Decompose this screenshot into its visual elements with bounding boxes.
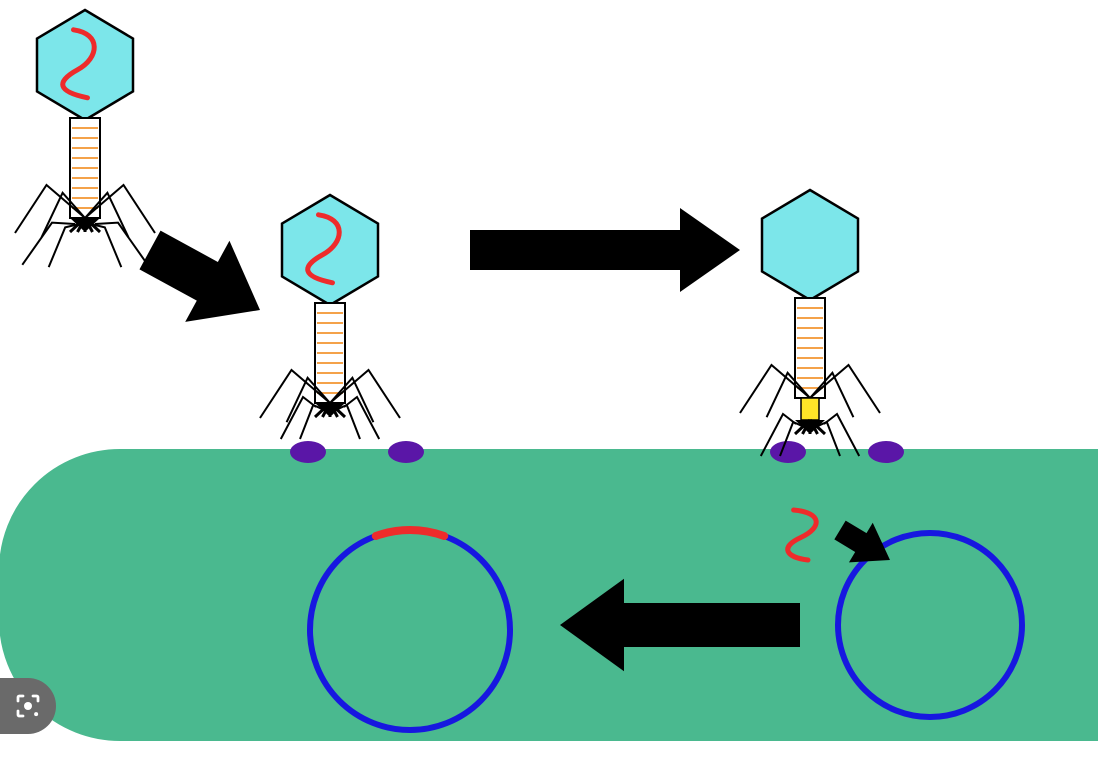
google-lens-button[interactable] [0,678,56,734]
lens-icon [13,691,43,721]
diagram-canvas [0,0,1098,764]
foot-fiber [95,223,148,265]
baseplate [795,420,825,434]
foot-fiber [281,397,316,439]
arrow-2 [470,208,740,292]
foot-fiber [338,405,360,439]
foot-fiber [91,224,121,267]
baseplate [315,403,345,417]
injection-tube [801,398,819,420]
foot-fiber [344,397,379,439]
receptor [388,441,424,463]
foot-fiber [49,224,79,267]
bacterial-cell [0,450,1098,740]
arrow-1 [139,231,260,322]
receptor [770,441,806,463]
foot-fiber [300,405,322,439]
phage-attached [260,195,400,439]
phage-head [762,190,858,300]
phage-free [15,10,155,267]
receptor [290,441,326,463]
receptor [868,441,904,463]
phage-injecting [740,190,880,456]
foot-fiber [22,223,75,265]
